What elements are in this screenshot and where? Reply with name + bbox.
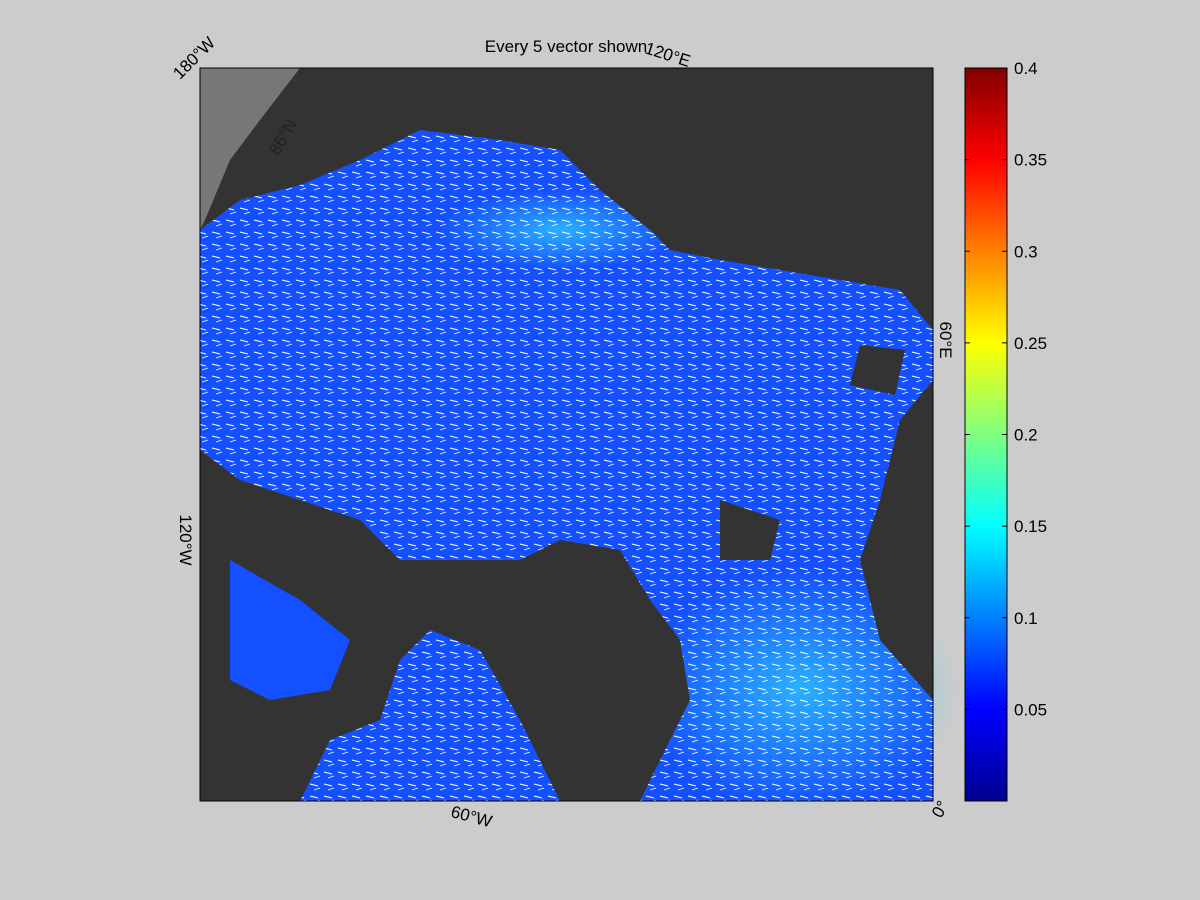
colorbar-tick-label: 0.2	[1014, 426, 1038, 445]
colorbar-tick-label: 0.25	[1014, 334, 1047, 353]
land	[200, 68, 933, 330]
colorbar-tick-label: 0.15	[1014, 517, 1047, 536]
lon-label: 60°W	[449, 802, 494, 831]
colorbar: 0.05 0.1 0.15 0.2 0.25 0.3 0.35 0.4	[964, 59, 1047, 802]
land	[860, 380, 933, 700]
lon-label: 120°E	[643, 39, 693, 71]
colorbar-tick-label: 0.1	[1014, 609, 1038, 628]
colorbar-tick-label: 0.4	[1014, 59, 1038, 78]
colorbar-fill	[964, 67, 1008, 802]
island	[720, 500, 780, 560]
channel	[230, 560, 350, 700]
lon-label: 120°W	[176, 514, 195, 565]
island	[850, 345, 905, 395]
land	[200, 68, 300, 230]
map	[199, 67, 960, 810]
title: Every 5 vector shown	[485, 37, 648, 56]
colorbar-tick-label: 0.3	[1014, 242, 1038, 261]
colorbar-tick-label: 0.35	[1014, 151, 1047, 170]
lon-label: 60°E	[936, 321, 955, 358]
colorbar-tick-label: 0.05	[1014, 700, 1047, 719]
land	[200, 450, 690, 801]
map-frame	[199, 67, 934, 802]
